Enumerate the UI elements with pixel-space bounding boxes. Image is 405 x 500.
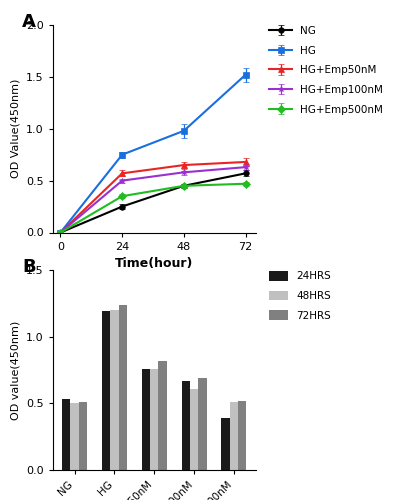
Bar <box>79 402 87 470</box>
Text: B: B <box>22 258 36 276</box>
Bar <box>190 388 198 470</box>
Bar <box>198 378 206 470</box>
Bar <box>229 402 237 470</box>
Bar <box>118 304 127 470</box>
Bar <box>110 310 118 470</box>
Bar <box>141 368 150 470</box>
X-axis label: Time(hour): Time(hour) <box>115 257 193 270</box>
Bar <box>237 400 246 470</box>
Text: A: A <box>22 12 36 30</box>
Bar <box>158 360 166 470</box>
Bar <box>62 400 70 470</box>
Y-axis label: OD Value(450nm): OD Value(450nm) <box>11 79 20 178</box>
Bar <box>70 404 79 470</box>
Y-axis label: OD value(450nm): OD value(450nm) <box>11 320 21 420</box>
Bar <box>181 380 190 470</box>
Bar <box>221 418 229 470</box>
Legend: NG, HG, HG+Emp50nM, HG+Emp100nM, HG+Emp500nM: NG, HG, HG+Emp50nM, HG+Emp100nM, HG+Emp5… <box>269 26 382 115</box>
Bar <box>102 312 110 470</box>
Bar <box>150 368 158 470</box>
Legend: 24HRS, 48HRS, 72HRS: 24HRS, 48HRS, 72HRS <box>269 271 330 320</box>
